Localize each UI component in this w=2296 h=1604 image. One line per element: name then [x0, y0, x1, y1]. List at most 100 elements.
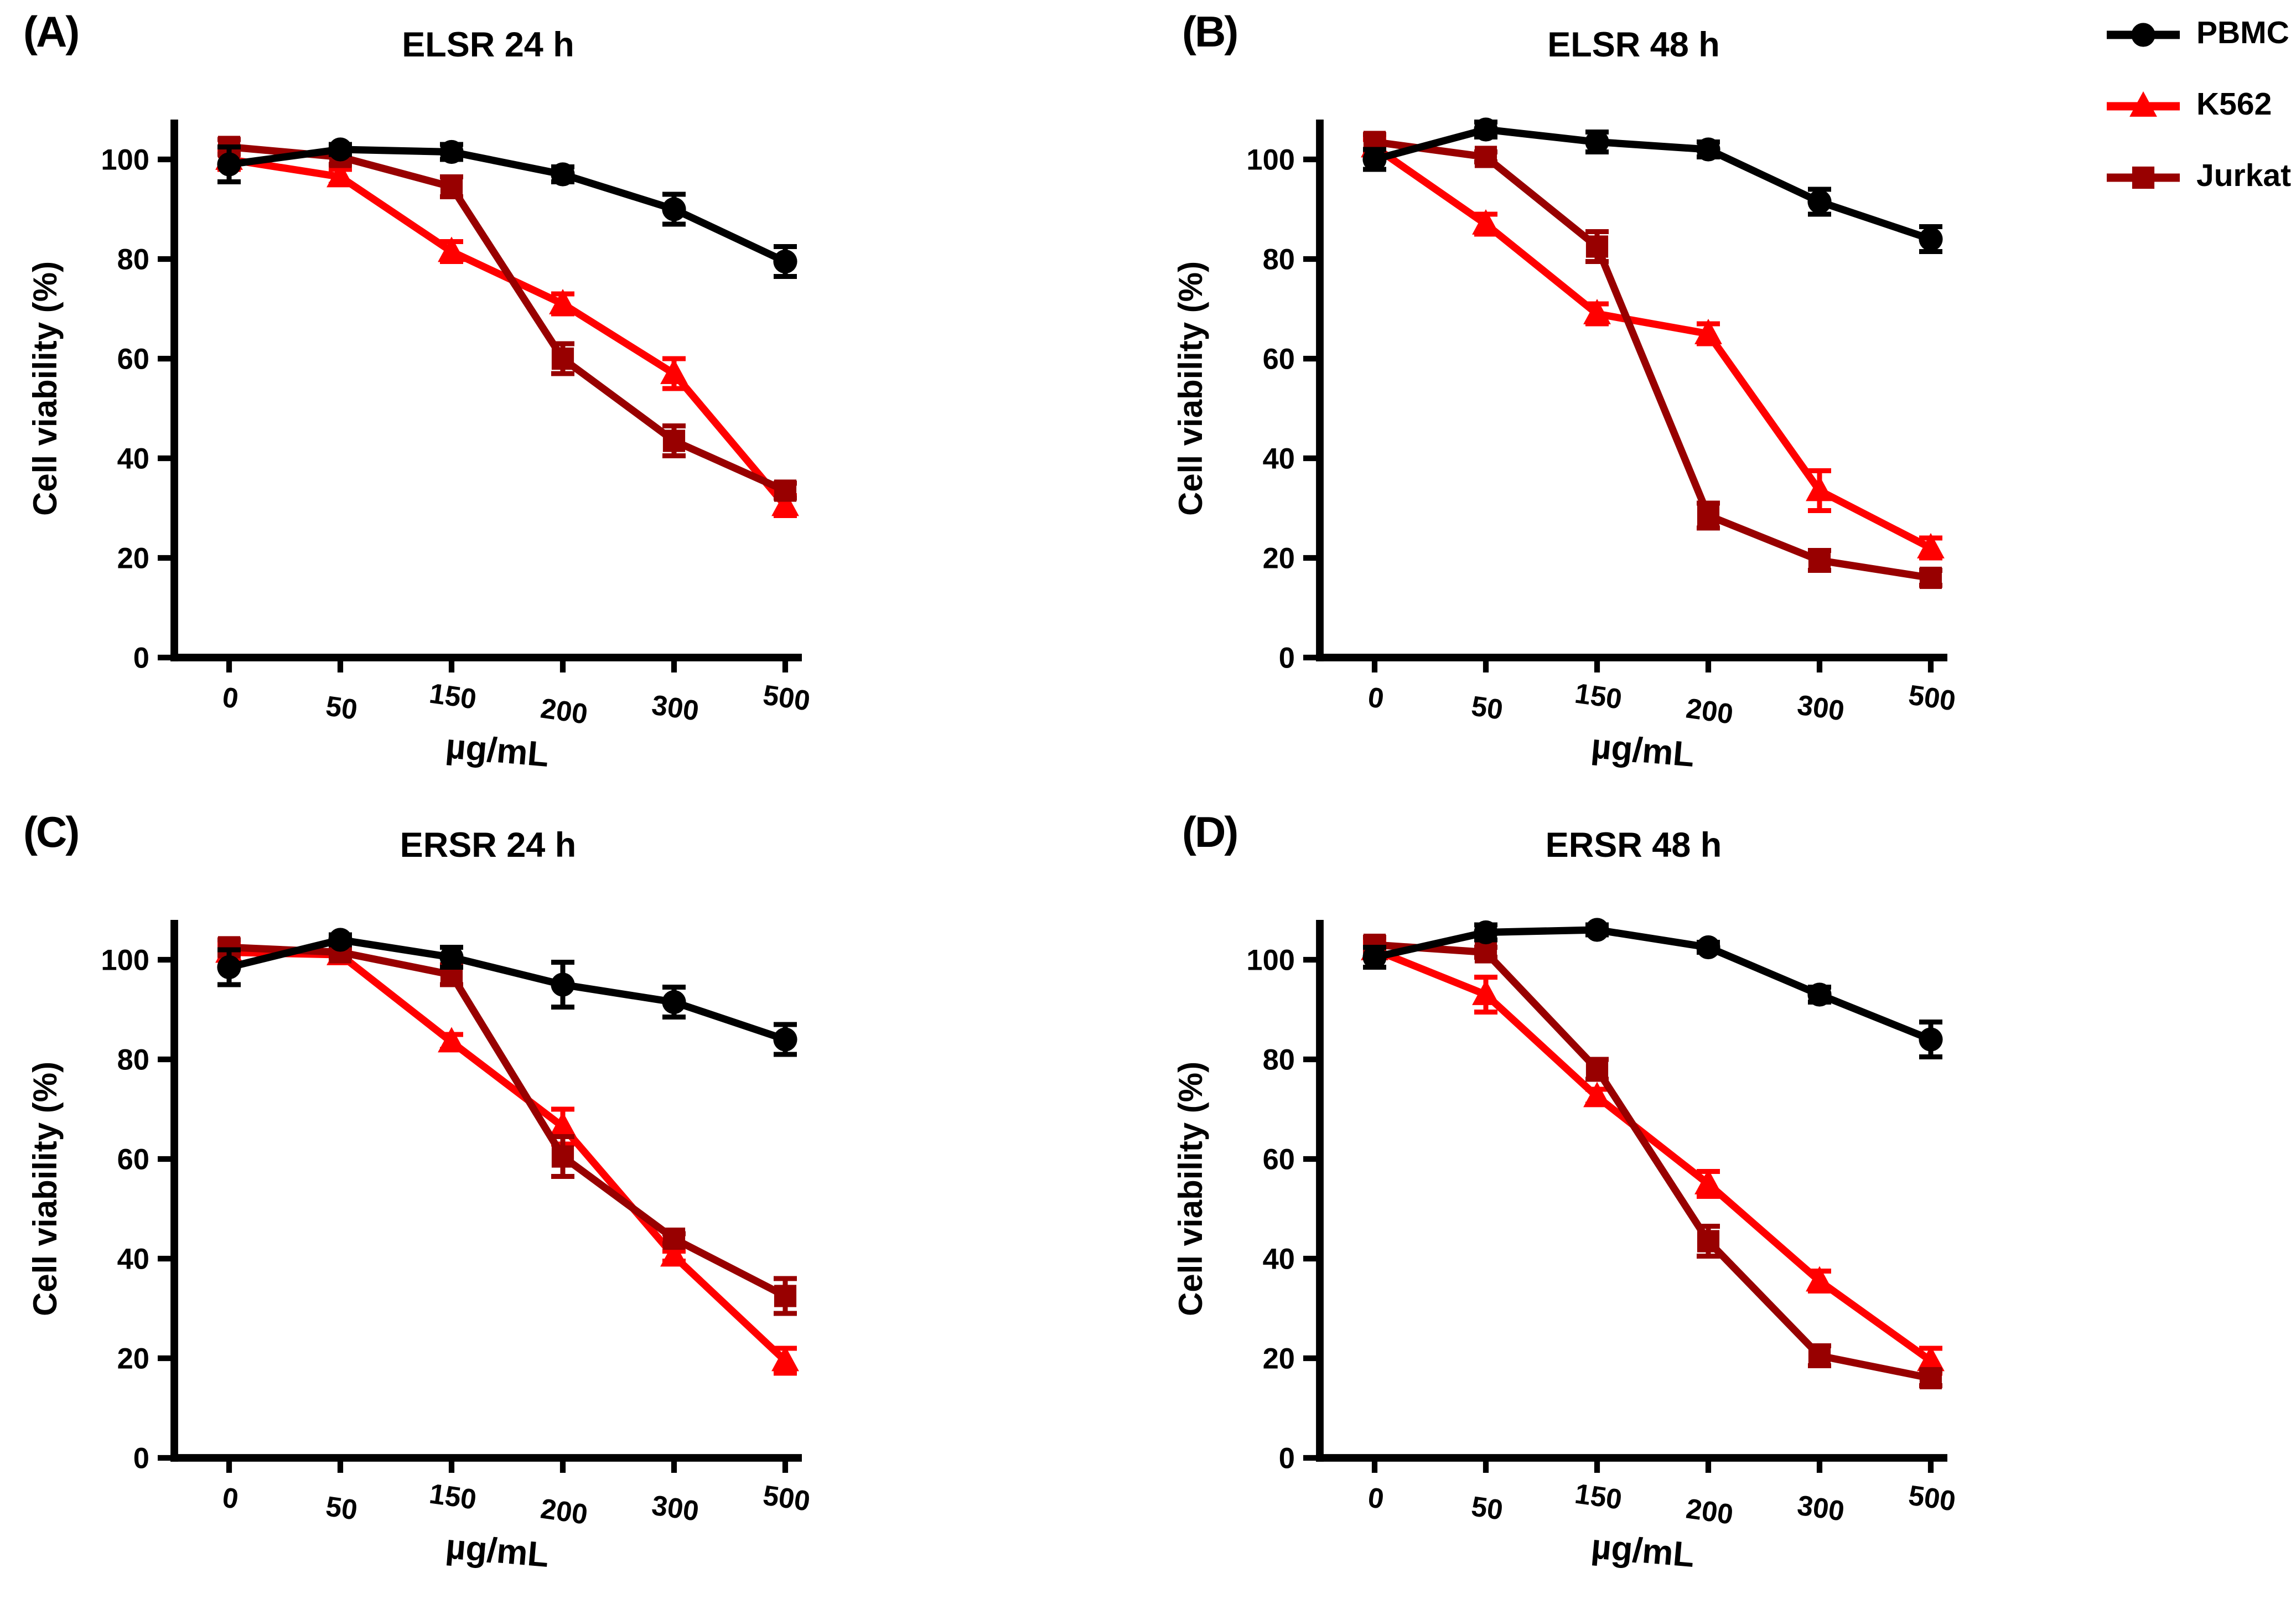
y-tick-label: 100 [1246, 944, 1295, 977]
y-tick-label: 20 [1263, 542, 1295, 575]
Jurkat-marker [1474, 941, 1497, 964]
PBMC-marker [439, 945, 464, 970]
PBMC-marker [1696, 935, 1720, 960]
x-tick-label: 200 [538, 1493, 589, 1530]
legend-marker-Jurkat [2132, 166, 2155, 189]
y-tick-label: 100 [1246, 144, 1295, 177]
PBMC-marker [551, 972, 575, 997]
panel-c: (C) ERSR 24 h 0 20 40 60 80 100 Cell viability… [17, 807, 1013, 1601]
line-chart-elsr-48h: 0 20 40 60 80 100 Cell viability (%) 0 50 150 200 3… [1172, 117, 1958, 774]
K562-marker [1694, 1169, 1722, 1194]
y-tick-label: 20 [1263, 1343, 1295, 1375]
x-axis: 0 50 150 200 300 500 [1316, 654, 1958, 730]
y-axis: 0 20 40 60 80 100 [101, 920, 178, 1475]
series-K562 [1361, 935, 1945, 1376]
PBMC-marker [1362, 945, 1387, 970]
x-tick-label: 200 [1684, 692, 1735, 730]
PBMC-marker [773, 1027, 797, 1052]
line-chart-ersr-24h: 0 20 40 60 80 100 Cell viability (%) 0 50 150 200 3… [27, 920, 812, 1575]
y-axis-title: Cell viability (%) [27, 1062, 64, 1316]
K562-marker [1917, 1346, 1945, 1372]
Jurkat-marker [1697, 1230, 1720, 1253]
x-tick-label: 300 [650, 1489, 701, 1527]
chart-title-c: ERSR 24 h [400, 827, 577, 865]
K562-marker [771, 1346, 799, 1372]
K562-marker [1917, 533, 1945, 558]
Jurkat-marker [1919, 566, 1942, 589]
y-tick-label: 80 [1263, 1044, 1295, 1077]
chart-title-a: ELSR 24 h [402, 27, 574, 65]
x-tick-label: 200 [538, 692, 589, 730]
chart-title-b: ELSR 48 h [1547, 27, 1720, 65]
x-axis: 0 50 150 200 300 500 [1316, 1454, 1958, 1530]
panel-label-d: (D) [1182, 807, 1238, 857]
PBMC-marker [328, 928, 353, 952]
series-Jurkat [217, 136, 797, 502]
x-axis: 0 50 150 200 300 500 [170, 1454, 812, 1530]
x-tick-label: 500 [1906, 1479, 1957, 1517]
K562-marker [1806, 475, 1833, 501]
x-axis-title: µg/mL [444, 1527, 551, 1575]
K562-marker [660, 1241, 688, 1267]
x-tick-label: 0 [220, 1481, 240, 1514]
Jurkat-marker [1808, 1344, 1831, 1367]
x-tick-label: 500 [761, 679, 812, 717]
K562-marker [1472, 209, 1500, 235]
y-axis: 0 20 40 60 80 100 [101, 120, 178, 675]
K562-marker [1472, 980, 1500, 1005]
K562-marker [438, 1027, 465, 1053]
K562-marker [660, 359, 688, 384]
y-axis-title: Cell viability (%) [1172, 1062, 1209, 1316]
panel-b: (B) ELSR 48 h 0 20 40 60 80 100 Cell viability… [1162, 7, 2158, 800]
x-axis-title: µg/mL [1590, 727, 1696, 774]
panel-a: (A) ELSR 24 h 0 20 40 60 80 100 Cell viability… [17, 7, 1013, 800]
x-tick-label: 50 [1469, 1490, 1505, 1525]
legend-swatch-k562-triangle-icon [2107, 91, 2180, 117]
legend-item-jurkat: Jurkat [2105, 156, 2296, 199]
Jurkat-marker [1697, 504, 1720, 527]
K562-marker [549, 289, 577, 314]
PBMC-marker [1362, 147, 1387, 172]
y-tick-label: 40 [117, 443, 149, 475]
y-tick-label: 100 [101, 944, 149, 977]
line-chart-elsr-24h: 0 20 40 60 80 100 Cell viability (%) 0 50 150 200 3… [27, 120, 812, 774]
series-line-Jurkat [229, 143, 787, 494]
chart-title-d: ERSR 48 h [1545, 827, 1722, 865]
x-tick-label: 0 [1366, 681, 1386, 714]
y-tick-label: 80 [117, 1044, 149, 1077]
x-tick-label: 300 [1795, 1489, 1846, 1527]
y-tick-label: 0 [1279, 1442, 1295, 1475]
Jurkat-marker [662, 1227, 686, 1250]
PBMC-marker [1585, 918, 1609, 942]
PBMC-marker [1474, 117, 1498, 142]
Jurkat-marker [1474, 146, 1497, 168]
Jurkat-marker [662, 430, 686, 452]
y-tick-label: 40 [1263, 1243, 1295, 1276]
PBMC-marker [551, 162, 575, 187]
x-tick-label: 300 [650, 689, 701, 727]
y-axis-title: Cell viability (%) [1172, 261, 1209, 516]
K562-marker [1583, 1082, 1611, 1108]
line-chart-ersr-48h: 0 20 40 60 80 100 Cell viability (%) 0 50 150 200 3… [1172, 918, 1958, 1575]
Jurkat-marker [1919, 1367, 1942, 1390]
PBMC-marker [1696, 137, 1720, 162]
figure-legend: PBMC K562 Jurkat [2105, 13, 2296, 227]
x-tick-label: 150 [427, 1478, 478, 1515]
legend-label-jurkat: Jurkat [2196, 159, 2292, 194]
series-PBMC [1362, 918, 1943, 1059]
y-tick-label: 0 [133, 642, 149, 675]
PBMC-marker [439, 139, 464, 164]
series-PBMC [217, 928, 797, 1057]
x-tick-label: 50 [324, 690, 359, 725]
series-line-PBMC [228, 936, 787, 1043]
PBMC-marker [1585, 130, 1609, 154]
series-line-Jurkat [229, 943, 787, 1300]
series-Jurkat [1363, 131, 1942, 589]
y-tick-label: 60 [1263, 343, 1295, 376]
x-tick-label: 150 [427, 677, 478, 715]
PBMC-marker [217, 152, 241, 177]
PBMC-marker [217, 955, 241, 980]
legend-marker-PBMC [2131, 23, 2155, 47]
x-tick-label: 150 [1573, 677, 1624, 715]
series-K562 [215, 937, 799, 1376]
